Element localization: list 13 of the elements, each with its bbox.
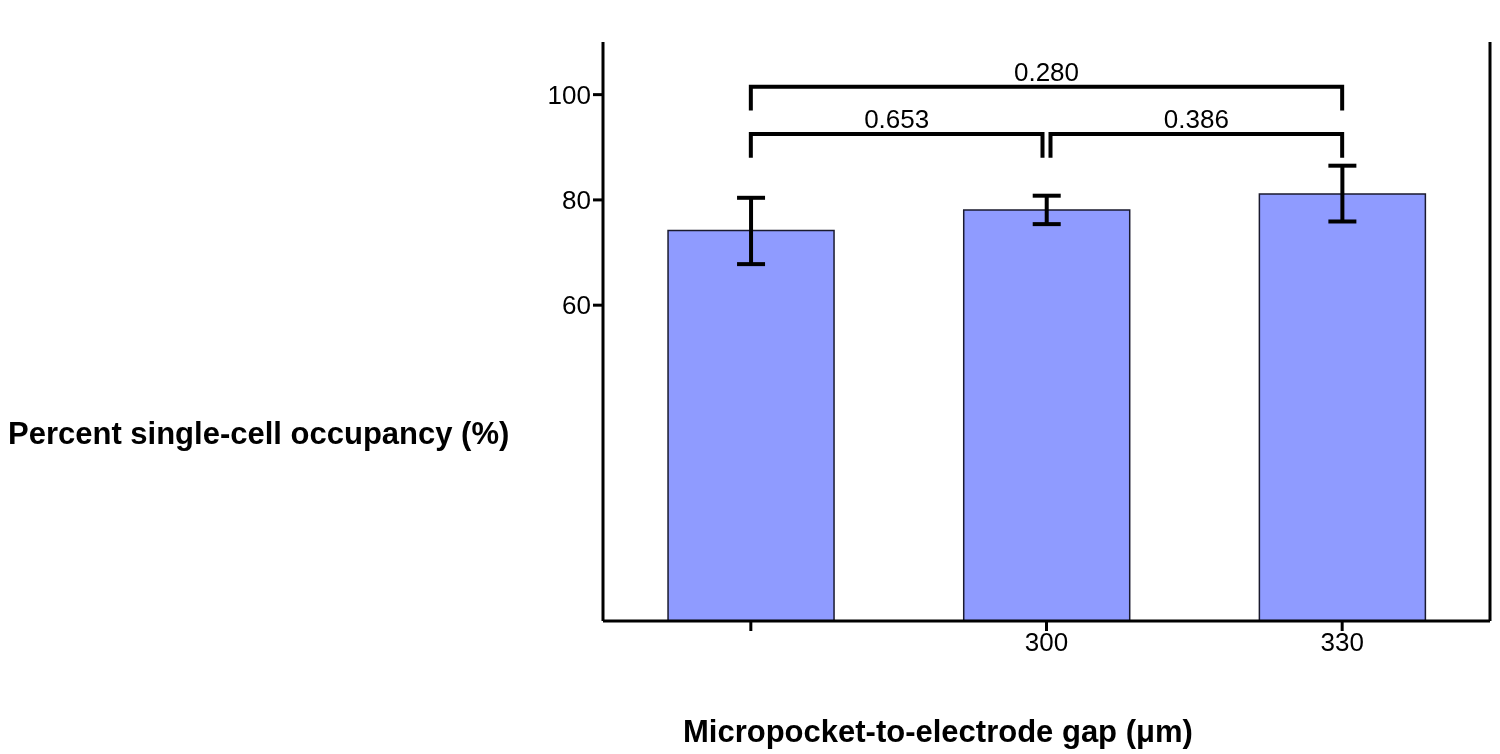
x-tick-label: 330 [1320,627,1364,658]
annotation: 0.386 [1163,104,1229,135]
y-tick-label: 80 [562,185,591,216]
y-tick-label: 60 [562,290,591,321]
bar [667,229,835,621]
x-tick-label: 300 [1024,627,1069,658]
y-tick-label: 100 [547,79,591,110]
annotation: 0.653 [864,104,930,135]
bar [962,209,1131,621]
x-axis-title: Micropocket-to-electrode gap (μm) [683,714,1193,750]
bar [1258,193,1427,621]
annotation: 0.280 [1013,56,1080,87]
y-axis-title: Percent single-cell occupancy (%) [8,416,510,452]
